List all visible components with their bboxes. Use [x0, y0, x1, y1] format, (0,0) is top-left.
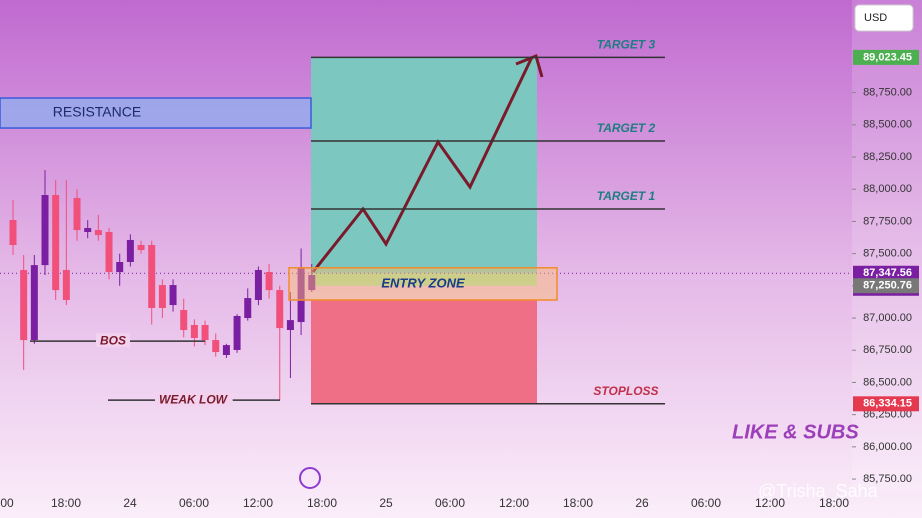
- level-label: TARGET 3: [597, 38, 656, 52]
- candle-body: [244, 298, 252, 319]
- currency-button[interactable]: [854, 4, 914, 32]
- candle-body: [180, 310, 188, 331]
- candle-body: [222, 345, 230, 356]
- price-tag-label: 86,334.15: [863, 398, 912, 410]
- candle-body: [126, 239, 134, 263]
- candle-body: [20, 269, 28, 341]
- promo-text: LIKE & SUBS: [732, 421, 859, 443]
- candle-body: [297, 268, 305, 323]
- x-tick-label: 06:00: [435, 496, 465, 510]
- y-tick-label: 87,500.00: [863, 248, 912, 260]
- x-tick-label: 18:00: [819, 496, 849, 510]
- candle-body: [308, 275, 316, 291]
- candle-body: [73, 197, 81, 231]
- y-tick-label: 86,000.00: [863, 441, 912, 453]
- replay-icon[interactable]: [299, 467, 321, 489]
- entry-fill: [311, 273, 537, 286]
- x-tick-label: 06:00: [691, 496, 721, 510]
- price-tag-label: 87,347.56: [863, 267, 912, 279]
- resistance-label: RESISTANCE: [53, 104, 141, 120]
- candle-body: [116, 262, 124, 273]
- price-tag: [853, 396, 919, 412]
- bos-label-bg: [95, 333, 131, 348]
- level-label: TARGET 2: [597, 121, 656, 135]
- loss-zone: [311, 300, 537, 404]
- candle-body: [84, 227, 92, 232]
- candle-body: [30, 265, 38, 341]
- candle-body: [169, 285, 177, 306]
- y-tick-label: 86,750.00: [863, 344, 912, 356]
- y-tick-label: 88,750.00: [863, 87, 912, 99]
- x-tick-label: 12:00: [499, 496, 529, 510]
- candle-body: [148, 245, 156, 308]
- arrow-head: [515, 53, 544, 78]
- level-label: TARGET 1: [597, 189, 656, 203]
- candle-body: [105, 231, 113, 273]
- x-tick-label: 18:00: [563, 496, 593, 510]
- entry-zone-label: ENTRY ZONE: [381, 275, 465, 290]
- candle-body: [52, 195, 60, 291]
- candle-body: [9, 220, 17, 245]
- x-tick-label: 25: [379, 496, 393, 510]
- y-tick-label: 88,000.00: [863, 183, 912, 195]
- x-tick-label: 12:00: [243, 496, 273, 510]
- price-tag-label: 87,250.76: [863, 280, 912, 292]
- price-tag: [853, 49, 919, 65]
- candle-body: [137, 245, 145, 251]
- weak-low-label-bg: [155, 392, 233, 407]
- y-tick-label: 87,000.00: [863, 312, 912, 324]
- watermark: @Trisha_Saha: [758, 481, 879, 502]
- y-tick-label: 88,500.00: [863, 119, 912, 131]
- x-tick-label: 12:00: [755, 496, 785, 510]
- candle-body: [212, 340, 220, 353]
- currency: USD: [864, 12, 887, 24]
- resistance-zone: [0, 97, 312, 129]
- profit-zone: [311, 57, 537, 274]
- x-tick-label: 0:00: [0, 496, 14, 510]
- x-tick-label: 06:00: [179, 496, 209, 510]
- candle-body: [94, 230, 102, 236]
- y-tick-label: 87,750.00: [863, 215, 912, 227]
- y-tick-label: 88,250.00: [863, 151, 912, 163]
- candle-body: [62, 269, 70, 301]
- candle-body: [265, 272, 273, 291]
- candle-body: [286, 320, 294, 331]
- price-tag-label: 89,023.45: [863, 51, 912, 63]
- x-tick-label: 26: [635, 496, 649, 510]
- level-label: STOPLOSS: [593, 384, 658, 398]
- y-tick-label: 86,250.00: [863, 409, 912, 421]
- candle-body: [233, 315, 241, 350]
- x-tick-label: 24: [123, 496, 137, 510]
- y-tick-label: 86,500.00: [863, 376, 912, 388]
- entry-zone: [288, 267, 558, 301]
- price-tag: [853, 278, 919, 294]
- candle-body: [41, 195, 49, 266]
- x-tick-label: 18:00: [51, 496, 81, 510]
- candle-body: [276, 290, 284, 329]
- candle-body: [158, 285, 166, 308]
- y-tick-label: 85,750.00: [863, 473, 912, 485]
- x-tick-label: 18:00: [307, 496, 337, 510]
- candle-body: [201, 324, 209, 341]
- candle-body: [254, 269, 262, 301]
- bos-label: BOS: [100, 333, 126, 347]
- weak-low-label: WEAK LOW: [159, 392, 229, 406]
- candle-body: [190, 324, 198, 339]
- path-arrow: [311, 56, 534, 273]
